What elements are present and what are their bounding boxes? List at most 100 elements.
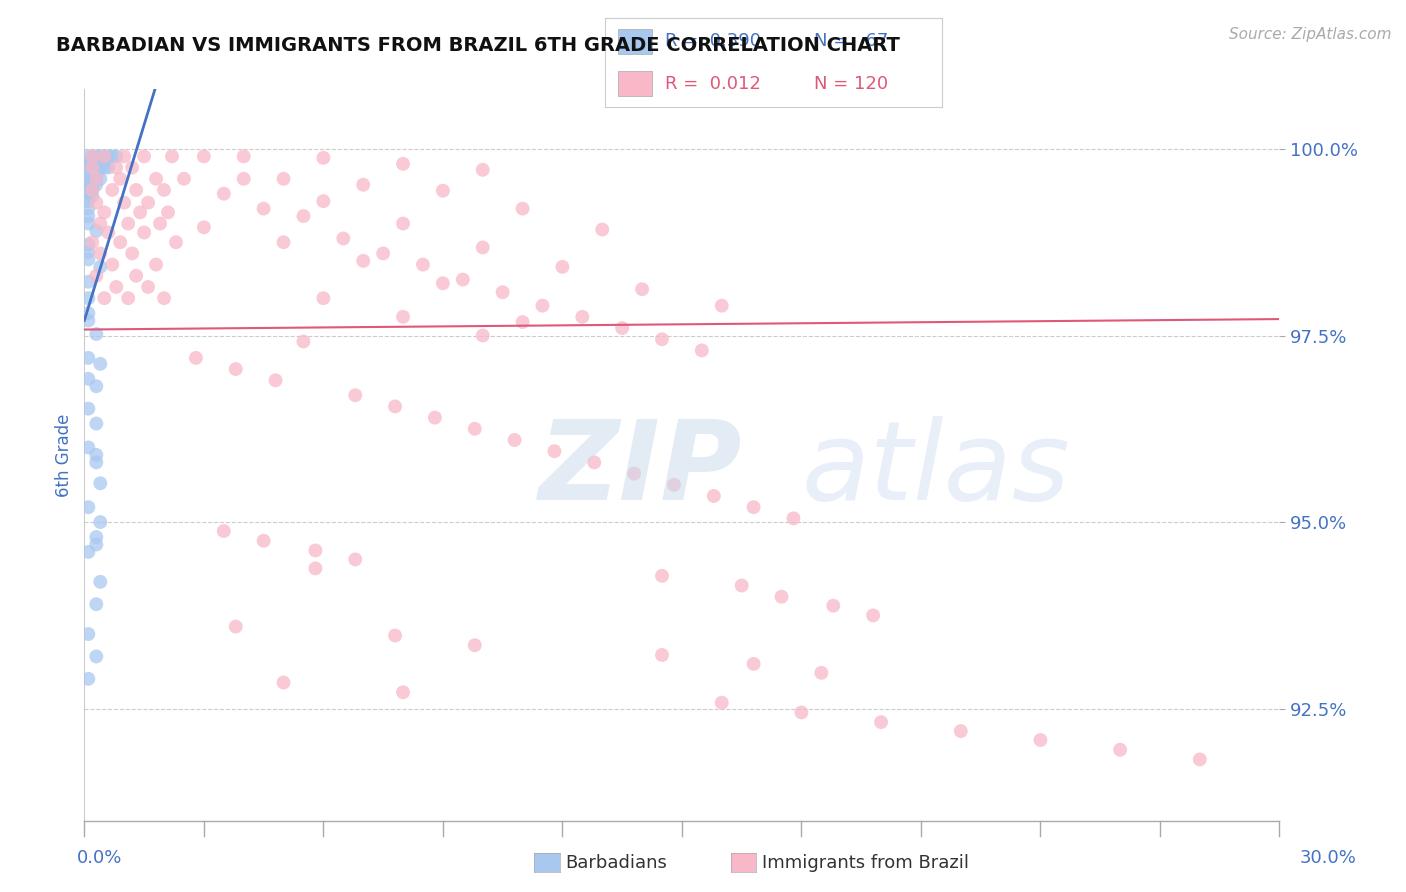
Point xyxy=(93,149,115,163)
Point xyxy=(304,561,326,575)
Text: ZIP: ZIP xyxy=(538,416,742,523)
Point xyxy=(93,161,115,175)
Point xyxy=(86,537,108,551)
Point xyxy=(89,574,111,589)
Point xyxy=(86,166,108,180)
Point xyxy=(304,543,326,558)
Point xyxy=(710,299,733,313)
Point xyxy=(125,268,148,283)
Point xyxy=(225,362,247,376)
Point xyxy=(93,149,115,163)
Point xyxy=(112,149,135,163)
Point xyxy=(86,649,108,664)
Point xyxy=(82,178,104,192)
Point xyxy=(471,328,494,343)
Point xyxy=(86,455,108,469)
Point xyxy=(105,161,128,175)
Point xyxy=(651,332,673,346)
Point xyxy=(662,477,685,491)
Point xyxy=(571,310,593,324)
Point xyxy=(77,672,100,686)
Point xyxy=(105,280,128,294)
Point xyxy=(153,291,176,305)
Point xyxy=(89,260,111,274)
Point xyxy=(86,224,108,238)
Point xyxy=(86,171,108,186)
Point xyxy=(86,161,108,175)
Point xyxy=(464,422,486,436)
Point xyxy=(77,183,100,197)
Point xyxy=(790,706,813,720)
Point xyxy=(432,277,454,291)
Point xyxy=(583,455,606,469)
Point xyxy=(312,151,335,165)
Point xyxy=(292,209,315,223)
Point xyxy=(117,291,139,305)
Point xyxy=(273,675,295,690)
Point xyxy=(82,161,104,175)
Point xyxy=(86,178,108,192)
Point xyxy=(384,400,406,414)
Point xyxy=(392,685,415,699)
Point xyxy=(153,183,176,197)
Point xyxy=(125,183,148,197)
Text: Immigrants from Brazil: Immigrants from Brazil xyxy=(762,854,969,871)
Point xyxy=(742,657,765,671)
Point xyxy=(77,155,100,169)
Point xyxy=(77,217,100,231)
Point xyxy=(1029,733,1052,747)
Point xyxy=(312,194,335,209)
Point xyxy=(77,149,100,163)
Point xyxy=(89,155,111,169)
Point xyxy=(232,149,254,163)
Point xyxy=(232,171,254,186)
Point xyxy=(464,638,486,652)
Point xyxy=(212,524,235,538)
Text: 30.0%: 30.0% xyxy=(1301,849,1357,867)
Point xyxy=(86,417,108,431)
Point xyxy=(77,351,100,365)
Point xyxy=(110,171,132,186)
Point xyxy=(93,155,115,169)
Point xyxy=(82,171,104,186)
Point xyxy=(77,500,100,515)
Point xyxy=(870,715,893,730)
Point xyxy=(184,351,207,365)
Point xyxy=(742,500,765,515)
Point xyxy=(101,149,124,163)
Point xyxy=(782,511,804,525)
Point xyxy=(690,343,713,358)
Point xyxy=(823,599,845,613)
Point xyxy=(97,161,120,175)
Point xyxy=(862,608,884,623)
Point xyxy=(82,161,104,175)
Point xyxy=(117,217,139,231)
Point xyxy=(97,149,120,163)
Point xyxy=(332,231,354,245)
Point xyxy=(77,401,100,416)
Point xyxy=(101,258,124,272)
Point xyxy=(471,240,494,254)
Point xyxy=(173,171,195,186)
Point xyxy=(89,171,111,186)
Point xyxy=(77,202,100,216)
Point xyxy=(623,467,645,481)
Point xyxy=(273,235,295,250)
Point xyxy=(129,205,152,219)
Point xyxy=(451,272,474,286)
Point xyxy=(93,205,115,219)
Text: R =  0.012: R = 0.012 xyxy=(665,75,761,93)
Point xyxy=(89,217,111,231)
FancyBboxPatch shape xyxy=(619,71,652,96)
Point xyxy=(531,299,554,313)
Point xyxy=(432,184,454,198)
Point xyxy=(392,217,415,231)
Point xyxy=(631,282,654,296)
Text: Source: ZipAtlas.com: Source: ZipAtlas.com xyxy=(1229,27,1392,42)
Point xyxy=(551,260,574,274)
Point xyxy=(132,226,156,240)
Point xyxy=(86,195,108,210)
Point xyxy=(86,171,108,186)
Point xyxy=(225,619,247,633)
Point xyxy=(412,258,434,272)
